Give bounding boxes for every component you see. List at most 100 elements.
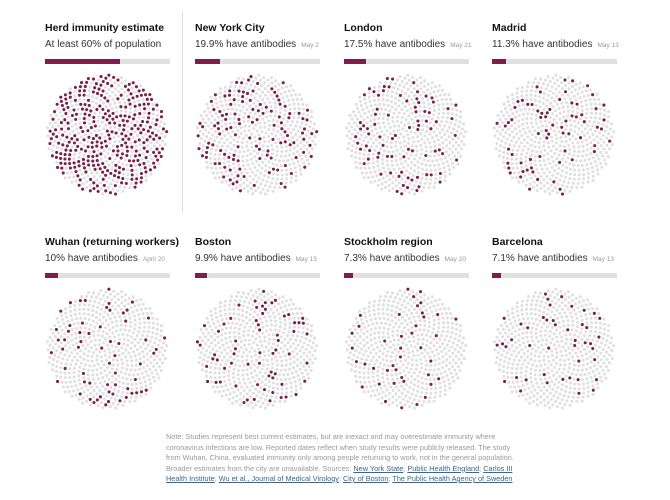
dot-negative bbox=[549, 149, 553, 153]
dot-positive bbox=[60, 127, 64, 131]
dot-negative bbox=[421, 337, 425, 341]
dot-negative bbox=[372, 85, 376, 89]
dot-negative bbox=[552, 159, 556, 163]
dot-negative bbox=[88, 85, 92, 89]
dot-negative bbox=[439, 371, 443, 375]
dot-negative bbox=[88, 403, 92, 407]
dot-negative bbox=[78, 303, 82, 307]
dot-negative bbox=[55, 364, 59, 368]
dot-negative bbox=[82, 330, 86, 335]
dot-negative bbox=[510, 139, 514, 143]
dot-negative bbox=[429, 86, 433, 90]
dot-negative bbox=[148, 153, 152, 157]
dot-negative bbox=[91, 95, 95, 99]
dot-negative bbox=[577, 145, 581, 149]
dot-negative bbox=[403, 337, 407, 341]
dot-negative bbox=[377, 335, 381, 339]
dot-negative bbox=[520, 348, 524, 352]
dot-negative bbox=[138, 317, 142, 321]
dot-positive bbox=[95, 140, 99, 144]
dot-positive bbox=[406, 147, 410, 151]
source-link[interactable]: Carlos III Health Institute bbox=[166, 463, 513, 484]
dot-negative bbox=[228, 335, 232, 339]
dot-negative bbox=[522, 341, 526, 345]
dot-negative bbox=[109, 385, 113, 389]
dot-negative bbox=[423, 319, 427, 323]
dot-negative bbox=[542, 310, 546, 314]
dot-negative bbox=[577, 177, 581, 181]
source-link[interactable]: The Public Health Agency of Sweden bbox=[392, 474, 513, 483]
dot-negative bbox=[119, 307, 123, 311]
dot-negative bbox=[606, 115, 611, 119]
source-link[interactable]: Wu et al., Journal of Medical Virology bbox=[218, 474, 339, 483]
dot-negative bbox=[428, 106, 432, 110]
dot-negative bbox=[396, 329, 400, 333]
dot-negative bbox=[378, 126, 382, 130]
dot-negative bbox=[232, 380, 237, 384]
dot-positive bbox=[407, 126, 412, 130]
dot-negative bbox=[407, 335, 411, 339]
dot-negative bbox=[441, 111, 446, 115]
dot-negative bbox=[300, 345, 305, 349]
dot-negative bbox=[567, 395, 571, 399]
dot-negative bbox=[451, 127, 456, 131]
dot-negative bbox=[313, 336, 317, 340]
dot-negative bbox=[390, 319, 394, 323]
dot-negative bbox=[530, 112, 534, 116]
dot-negative bbox=[109, 182, 113, 186]
dot-negative bbox=[107, 347, 111, 351]
dot-negative bbox=[283, 109, 287, 113]
dot-negative bbox=[134, 358, 138, 362]
source-link[interactable]: City of Boston bbox=[343, 474, 389, 483]
source-link[interactable]: New York State bbox=[353, 463, 404, 473]
dot-positive bbox=[117, 341, 121, 346]
dot-negative bbox=[383, 185, 388, 190]
dot-negative bbox=[231, 371, 235, 376]
dot-positive bbox=[415, 188, 419, 193]
dot-negative bbox=[130, 86, 134, 90]
dot-negative bbox=[451, 364, 455, 368]
dot-negative bbox=[595, 307, 599, 311]
dot-negative bbox=[435, 158, 439, 162]
dot-negative bbox=[430, 81, 434, 85]
dot-negative bbox=[350, 132, 354, 136]
dot-negative bbox=[64, 325, 68, 330]
dot-negative bbox=[119, 323, 123, 327]
dot-negative bbox=[228, 141, 232, 145]
dot-positive bbox=[267, 171, 271, 175]
dot-negative bbox=[201, 363, 205, 367]
dot-negative bbox=[101, 192, 105, 196]
dot-negative bbox=[385, 291, 389, 295]
dot-negative bbox=[353, 155, 357, 159]
dot-negative bbox=[108, 351, 112, 355]
dot-negative bbox=[437, 367, 441, 371]
dot-negative bbox=[595, 349, 599, 353]
dot-negative bbox=[244, 82, 248, 86]
dot-positive bbox=[104, 173, 108, 177]
dot-positive bbox=[251, 107, 255, 111]
dot-negative bbox=[232, 312, 236, 316]
dot-negative bbox=[237, 113, 241, 117]
dot-positive bbox=[138, 163, 142, 167]
dot-positive bbox=[79, 126, 83, 130]
dot-negative bbox=[573, 302, 578, 306]
dot-negative bbox=[245, 358, 249, 362]
dot-negative bbox=[428, 335, 432, 339]
dot-negative bbox=[151, 117, 155, 121]
dot-negative bbox=[249, 401, 253, 405]
dot-negative bbox=[131, 331, 136, 335]
dot-negative bbox=[207, 331, 211, 335]
dot-positive bbox=[397, 174, 401, 178]
dot-negative bbox=[239, 323, 243, 327]
dot-negative bbox=[513, 319, 517, 323]
dot-negative bbox=[513, 127, 517, 131]
dot-negative bbox=[610, 122, 614, 126]
dot-negative bbox=[215, 349, 219, 353]
dot-negative bbox=[447, 168, 451, 172]
dot-negative bbox=[568, 403, 572, 407]
dot-positive bbox=[269, 109, 273, 113]
source-link[interactable]: Public Health England bbox=[407, 463, 480, 473]
dot-negative bbox=[53, 353, 57, 357]
dot-negative bbox=[270, 152, 274, 156]
dot-positive bbox=[412, 81, 416, 85]
